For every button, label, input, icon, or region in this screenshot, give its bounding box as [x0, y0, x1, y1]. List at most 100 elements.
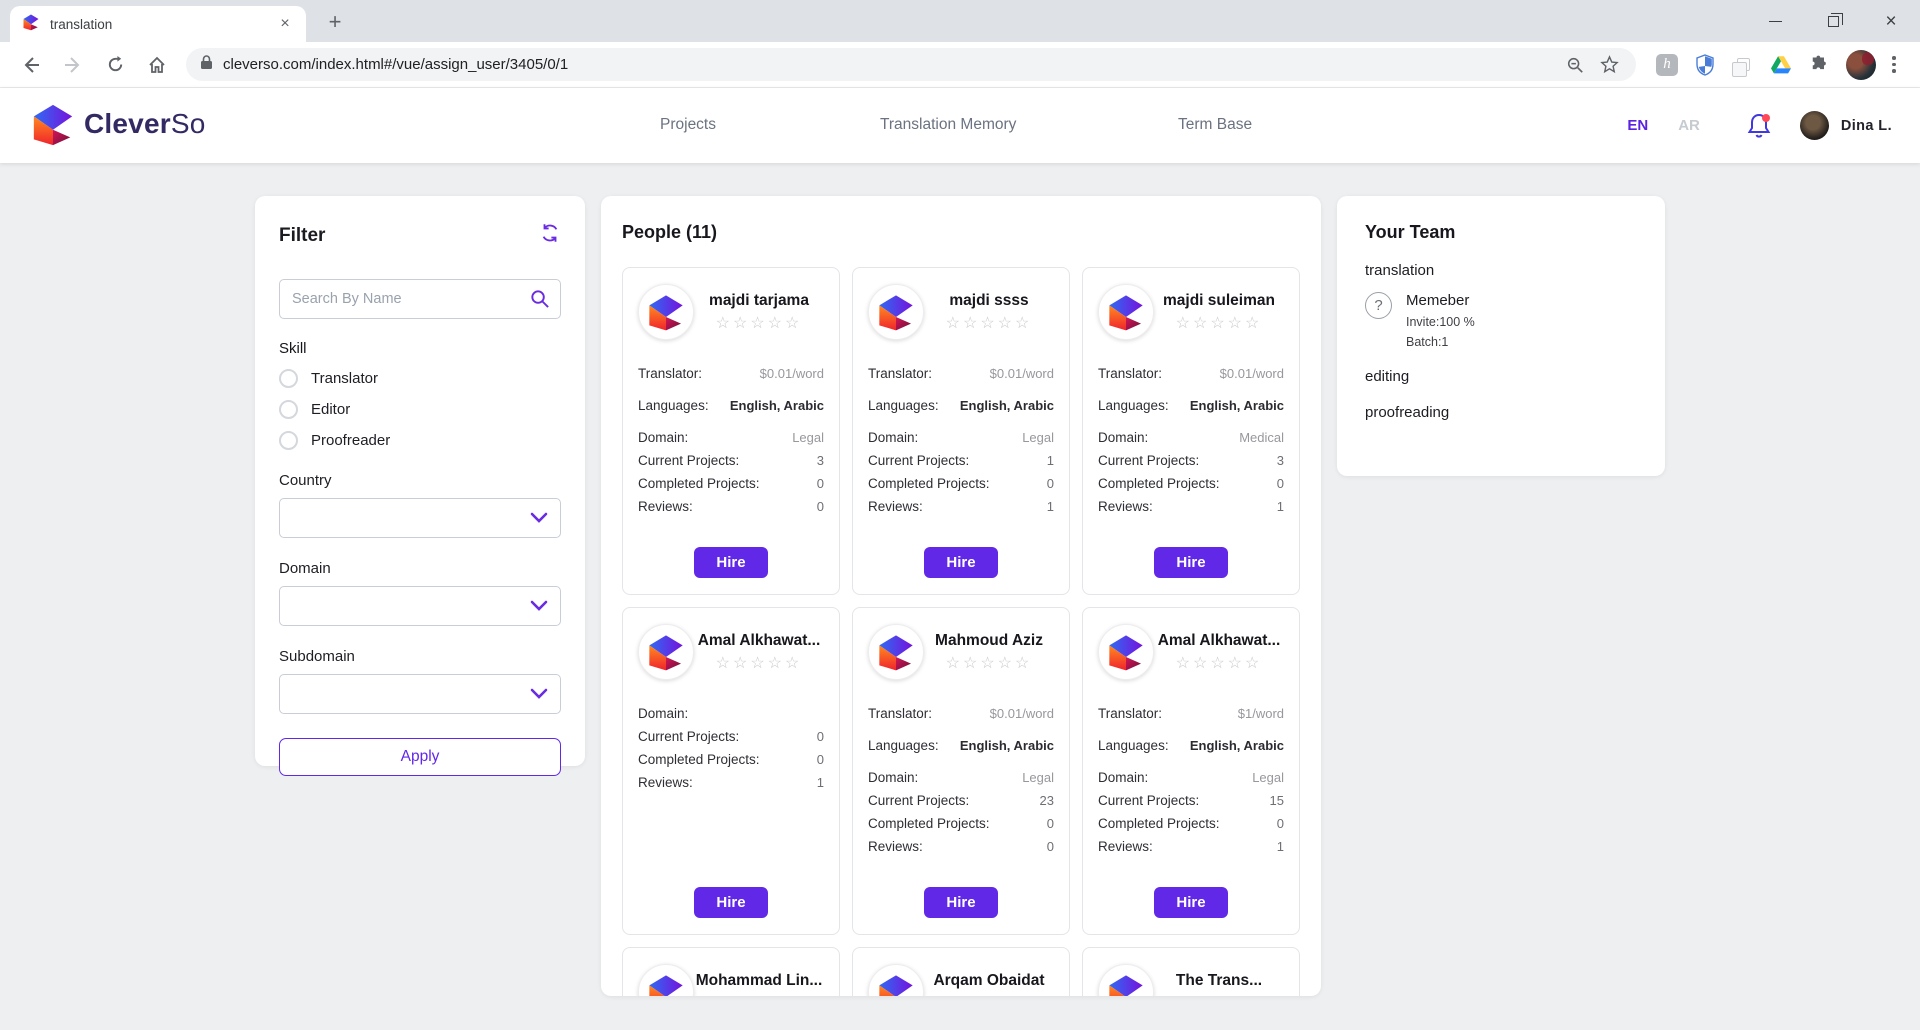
card-field-row: Domain: Legal: [638, 430, 824, 445]
shield-extension-icon[interactable]: [1692, 52, 1718, 78]
domain-select[interactable]: [279, 586, 561, 626]
search-input[interactable]: [279, 279, 561, 319]
search-icon[interactable]: [529, 288, 550, 314]
pages-extension-icon[interactable]: [1730, 52, 1756, 78]
field-label: Current Projects:: [638, 729, 740, 744]
skill-option-proofreader[interactable]: Proofreader: [279, 431, 561, 450]
hire-button[interactable]: Hire: [1154, 547, 1228, 578]
field-value: 1: [816, 775, 824, 790]
person-name-block: Amal Alkhawat... ☆☆☆☆☆: [694, 632, 824, 673]
hire-button[interactable]: Hire: [924, 547, 998, 578]
refresh-filters-icon[interactable]: [539, 222, 561, 249]
honey-extension-icon[interactable]: h: [1654, 52, 1680, 78]
radio-translator[interactable]: [279, 369, 298, 388]
field-value: $0.01/word: [989, 366, 1054, 381]
person-card: Amal Alkhawat... ☆☆☆☆☆ Translator: $1/word L…: [1082, 607, 1300, 935]
hire-button[interactable]: Hire: [694, 547, 768, 578]
field-value: $0.01/word: [1219, 366, 1284, 381]
field-label: Completed Projects:: [868, 816, 990, 831]
card-field-row: Domain: Legal: [1098, 770, 1284, 785]
field-value: English, Arabic: [1189, 398, 1284, 413]
team-group-editing[interactable]: editing: [1365, 368, 1410, 385]
radio-proofreader[interactable]: [279, 431, 298, 450]
zoom-out-icon[interactable]: [1562, 52, 1588, 78]
card-field-row: Completed Projects: 0: [868, 816, 1054, 831]
card-field-row: Reviews: 1: [638, 775, 824, 790]
nav-term-base[interactable]: Term Base: [1178, 116, 1253, 133]
new-tab-button[interactable]: +: [328, 9, 342, 34]
field-label: Reviews:: [638, 775, 693, 790]
country-select[interactable]: [279, 498, 561, 538]
restore-button[interactable]: [1804, 0, 1862, 42]
field-label: Completed Projects:: [638, 752, 760, 767]
rating-stars: ☆☆☆☆☆: [945, 314, 1033, 332]
home-icon[interactable]: [140, 48, 174, 82]
team-group-translation[interactable]: translation: [1365, 262, 1435, 279]
extensions-strip: h: [1648, 49, 1902, 80]
field-label: Current Projects:: [638, 453, 740, 468]
close-button[interactable]: ×: [1885, 10, 1897, 32]
cleverso-logo[interactable]: CleverSo: [30, 101, 205, 147]
field-value: 3: [1276, 453, 1284, 468]
card-field-row: Reviews: 0: [638, 499, 824, 514]
tab-title: translation: [50, 16, 113, 32]
card-field-row: Reviews: 1: [868, 499, 1054, 514]
filter-panel: Filter Skill Translator Editor: [255, 196, 585, 776]
person-name-block: majdi tarjama ☆☆☆☆☆: [694, 292, 824, 333]
lang-toggle-en[interactable]: EN: [1627, 117, 1649, 134]
radio-editor[interactable]: [279, 400, 298, 419]
rating-stars: ☆☆☆☆☆: [715, 314, 803, 332]
lang-toggle-ar[interactable]: AR: [1678, 117, 1700, 134]
person-card-header: Amal Alkhawat... ☆☆☆☆☆: [1098, 624, 1284, 680]
field-value: English, Arabic: [729, 398, 824, 413]
rating-stars: ☆☆☆☆☆: [715, 654, 803, 672]
field-value: 0: [1276, 476, 1284, 491]
user-name[interactable]: Dina L.: [1840, 117, 1892, 134]
rating-stars: ☆☆☆☆☆: [1154, 993, 1284, 997]
person-name: majdi tarjama: [709, 291, 809, 309]
person-card-body: Translator: $0.01/word Languages: English, …: [868, 706, 1054, 862]
hire-button[interactable]: Hire: [924, 887, 998, 918]
main-content: Filter Skill Translator Editor: [0, 163, 1920, 996]
forward-icon[interactable]: [56, 48, 90, 82]
field-value: 1: [1046, 499, 1054, 514]
person-card-header: Arqam Obaidat ☆☆☆☆☆: [868, 964, 1054, 996]
browser-tab[interactable]: translation ×: [10, 6, 306, 42]
person-card-header: majdi tarjama ☆☆☆☆☆: [638, 284, 824, 340]
field-label: Translator:: [1098, 366, 1163, 381]
user-avatar[interactable]: [1799, 111, 1829, 140]
card-field-row: Reviews: 1: [1098, 499, 1284, 514]
person-avatar: [638, 284, 694, 340]
bookmark-star-icon[interactable]: [1596, 52, 1622, 78]
people-panel: People (11) majdi tarjama ☆☆☆☆☆ Translator…: [601, 196, 1321, 996]
skill-option-editor[interactable]: Editor: [279, 400, 561, 419]
subdomain-select[interactable]: [279, 674, 561, 714]
card-field-row: Translator: $1/word: [1098, 706, 1284, 721]
people-grid: majdi tarjama ☆☆☆☆☆ Translator: $0.01/word L…: [622, 267, 1300, 996]
hire-button[interactable]: Hire: [694, 887, 768, 918]
apply-button[interactable]: Apply: [279, 738, 561, 776]
nav-translation-memory[interactable]: Translation Memory: [880, 116, 1017, 133]
cleverso-logo-icon: [33, 104, 73, 146]
address-bar[interactable]: cleverso.com/index.html#/vue/assign_user…: [186, 48, 1636, 81]
nav-projects[interactable]: Projects: [660, 116, 716, 133]
puzzle-extensions-icon[interactable]: [1806, 52, 1832, 78]
chevron-down-icon: [530, 512, 548, 523]
skill-option-translator[interactable]: Translator: [279, 369, 561, 388]
browser-profile-avatar[interactable]: [1846, 49, 1876, 80]
card-field-row: Domain: Legal: [868, 430, 1054, 445]
back-icon[interactable]: [14, 48, 48, 82]
person-avatar: [638, 624, 694, 680]
person-name-block: Mahmoud Aziz ☆☆☆☆☆: [924, 632, 1054, 673]
notifications-bell-icon[interactable]: [1746, 112, 1772, 140]
hire-button[interactable]: Hire: [1154, 887, 1228, 918]
tab-close-icon[interactable]: ×: [280, 15, 290, 32]
person-card-header: Amal Alkhawat... ☆☆☆☆☆: [638, 624, 824, 680]
minimize-button[interactable]: [1746, 0, 1804, 42]
person-card: majdi suleiman ☆☆☆☆☆ Translator: $0.01/word…: [1082, 267, 1300, 595]
card-field-row: Current Projects: 1: [868, 453, 1054, 468]
browser-menu-icon[interactable]: [1886, 56, 1902, 73]
reload-icon[interactable]: [98, 48, 132, 82]
drive-extension-icon[interactable]: [1768, 52, 1794, 78]
team-group-proofreading[interactable]: proofreading: [1365, 404, 1450, 421]
